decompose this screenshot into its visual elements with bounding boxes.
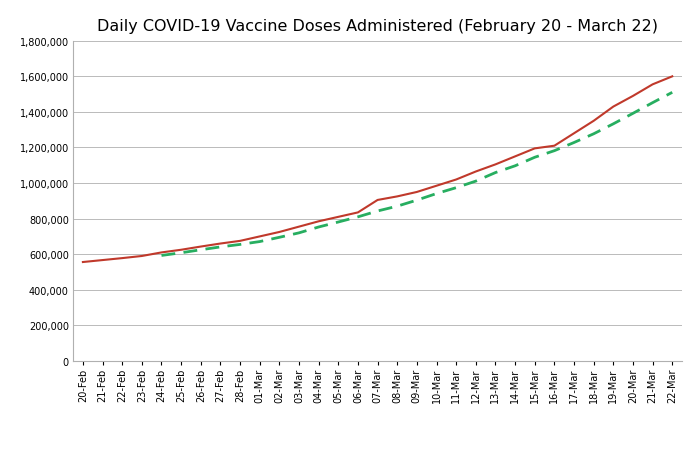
- Title: Daily COVID-19 Vaccine Doses Administered (February 20 - March 22): Daily COVID-19 Vaccine Doses Administere…: [97, 19, 658, 34]
